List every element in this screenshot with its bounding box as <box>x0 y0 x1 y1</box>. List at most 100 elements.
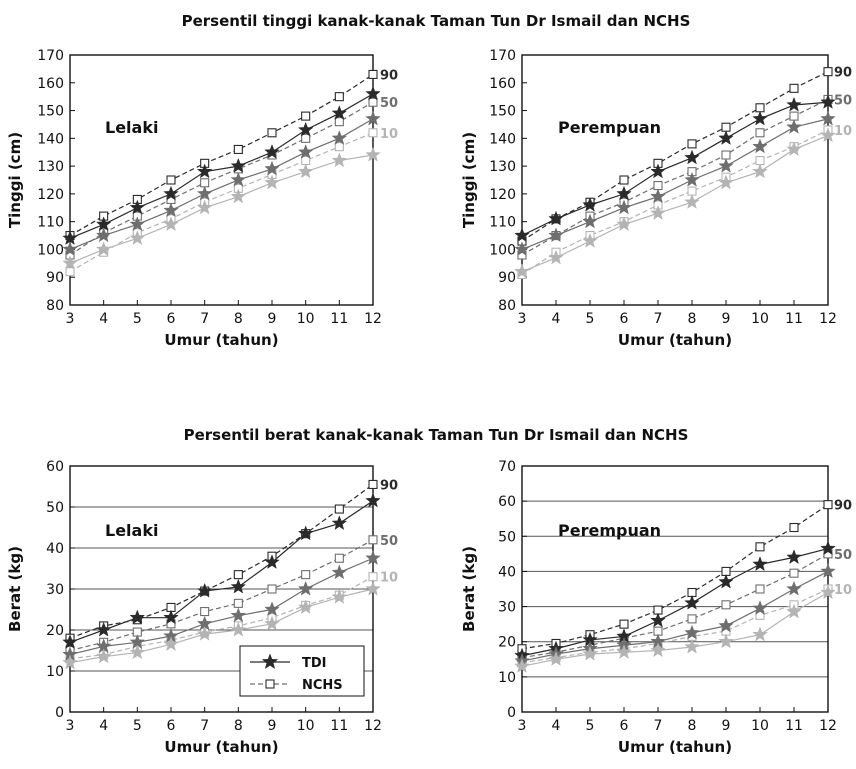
data-point-square <box>619 619 629 629</box>
data-point-star <box>62 654 78 670</box>
series-line <box>521 553 829 659</box>
series-nchs-p90 <box>65 69 378 241</box>
data-point-square <box>166 175 176 185</box>
data-point-star <box>331 152 348 168</box>
series-nchs-p90 <box>65 479 378 643</box>
series-tdi-p50 <box>62 110 381 257</box>
plot-frame <box>521 465 829 713</box>
panel-label: Lelaki <box>105 118 158 137</box>
series-line <box>521 98 829 256</box>
data-point-star <box>684 638 700 654</box>
data-point-star <box>264 174 280 190</box>
data-point-star <box>786 580 802 596</box>
series-tdi-p10 <box>62 146 381 270</box>
plot-frame <box>69 54 374 306</box>
x-tick-label: 10 <box>751 718 769 734</box>
data-point-star <box>365 492 381 508</box>
x-tick-label: 10 <box>297 311 315 327</box>
x-tick-label: 9 <box>722 311 731 327</box>
x-tick-label: 8 <box>234 311 243 327</box>
series-nchs-p10 <box>517 125 833 279</box>
x-tick-label: 4 <box>99 718 108 734</box>
y-tick-label: 50 <box>498 529 516 545</box>
y-tick-label: 130 <box>37 159 64 175</box>
data-point-star <box>616 199 632 215</box>
y-tick-label: 90 <box>46 270 64 286</box>
series-line <box>69 588 374 664</box>
chart-panel-4: 0 10 20 30 40 50 60 70 3 4 5 6 7 8 9 10 11 12 Umur (tahun)… <box>460 459 852 756</box>
data-point-star <box>95 227 112 243</box>
data-point-star <box>196 185 213 201</box>
data-point-star <box>820 127 836 143</box>
y-tick-label: 140 <box>37 131 64 147</box>
data-point-star <box>230 157 247 173</box>
data-point-star <box>650 642 666 658</box>
data-point-star <box>820 563 836 579</box>
y-tick-label: 80 <box>498 298 516 314</box>
plot-frame <box>521 54 829 306</box>
series-line <box>69 132 374 273</box>
y-tick-label: 100 <box>489 242 516 258</box>
series-nchs-p90 <box>517 67 833 246</box>
data-point-star <box>684 624 700 640</box>
data-point-square <box>301 156 311 166</box>
x-tick-label: 9 <box>722 718 731 734</box>
x-tick-label: 4 <box>99 311 108 327</box>
data-point-square <box>653 181 663 191</box>
data-point-star <box>786 141 802 157</box>
y-tick-label: 60 <box>46 459 64 475</box>
data-point-star <box>820 584 836 600</box>
data-point-star <box>718 174 734 190</box>
data-point-star <box>650 163 666 179</box>
x-tick-label: 12 <box>819 718 837 734</box>
data-point-star <box>129 199 146 215</box>
data-point-square <box>721 600 731 610</box>
data-point-star <box>752 138 768 154</box>
x-tick-label: 6 <box>167 311 176 327</box>
percentile-label-10: 10 <box>380 127 398 142</box>
x-tick-label: 8 <box>688 718 697 734</box>
x-tick-label: 6 <box>620 718 629 734</box>
x-tick-label: 5 <box>586 311 595 327</box>
series-tdi-p50 <box>514 563 836 668</box>
y-tick-label: 60 <box>498 494 516 510</box>
x-tick-label: 11 <box>330 718 348 734</box>
data-point-square <box>823 500 833 510</box>
data-point-square <box>267 128 277 138</box>
series-line <box>69 500 374 643</box>
y-tick-label: 30 <box>498 600 516 616</box>
data-point-star <box>514 658 530 673</box>
y-tick-label: 130 <box>489 159 516 175</box>
data-point-star <box>752 556 768 572</box>
y-tick-label: 40 <box>498 564 516 580</box>
data-point-square <box>301 570 311 580</box>
data-point-star <box>264 160 280 176</box>
data-point-square <box>823 67 833 77</box>
data-point-square <box>755 156 765 166</box>
y-tick-label: 80 <box>46 298 64 314</box>
y-tick-label: 150 <box>489 104 516 120</box>
y-tick-label: 100 <box>37 242 64 258</box>
data-point-star <box>163 202 179 218</box>
height-figure-title: Persentil tinggi kanak-kanak Taman Tun D… <box>182 12 691 30</box>
data-point-square <box>755 128 765 138</box>
data-point-star <box>331 105 348 120</box>
data-point-star <box>365 110 381 126</box>
legend-nchs-label: NCHS <box>302 678 343 693</box>
data-point-star <box>62 241 78 257</box>
data-point-star <box>718 633 734 649</box>
data-point-star <box>650 205 666 220</box>
series-line <box>521 118 829 250</box>
y-tick-label: 120 <box>37 187 64 203</box>
percentile-label-10: 10 <box>380 571 398 586</box>
data-point-star <box>365 85 381 101</box>
data-point-star <box>129 216 146 232</box>
data-point-square <box>65 267 75 277</box>
data-point-star <box>514 227 530 243</box>
data-point-star <box>230 171 247 187</box>
y-tick-label: 160 <box>489 76 516 92</box>
data-point-star <box>297 599 314 615</box>
data-point-star <box>684 149 700 165</box>
data-point-star <box>752 110 768 126</box>
data-point-star <box>264 554 280 569</box>
